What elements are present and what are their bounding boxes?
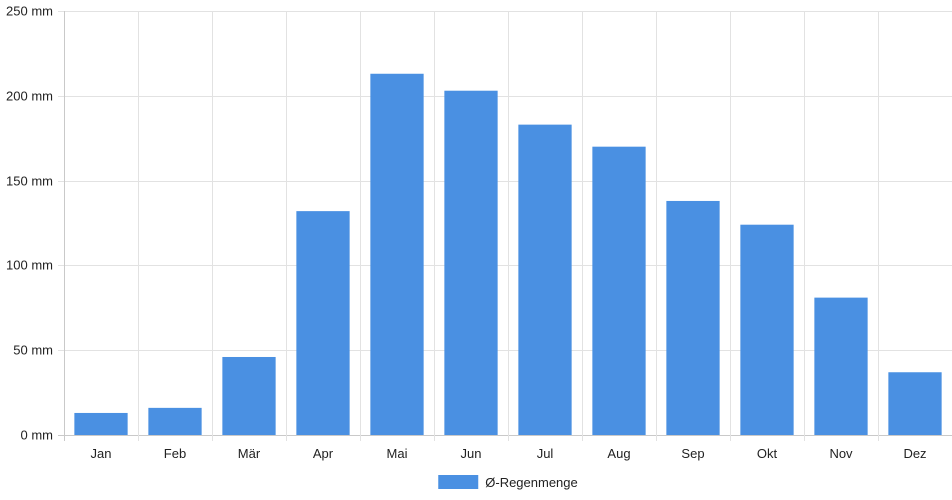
x-tick-label: Jul [537, 446, 554, 461]
bar-Aug[interactable] [592, 146, 646, 435]
legend-swatch[interactable] [438, 475, 479, 489]
bar-Nov[interactable] [814, 297, 868, 435]
x-tick-label: Apr [313, 446, 334, 461]
x-tick-label: Mai [387, 446, 408, 461]
legend-label[interactable]: Ø-Regenmenge [485, 475, 578, 490]
y-tick-label: 250 mm [6, 4, 53, 19]
x-tick-label: Feb [164, 446, 186, 461]
x-tick-label: Nov [829, 446, 853, 461]
bar-Jun[interactable] [444, 90, 498, 435]
axes: 0 mm 50 mm 100 mm 150 mm 200 mm 250 mm Jan Feb M… [6, 4, 927, 462]
y-tick-label: 100 mm [6, 258, 53, 273]
bar-Mai[interactable] [370, 73, 424, 435]
x-tick-label: Aug [607, 446, 630, 461]
x-tick-label: Okt [757, 446, 778, 461]
bar-Mär[interactable] [222, 356, 276, 435]
x-tick-label: Jan [91, 446, 112, 461]
bar-Apr[interactable] [296, 211, 350, 435]
bar-Sep[interactable] [666, 200, 720, 435]
bar-Jan[interactable] [74, 412, 128, 435]
x-tick-label: Dez [903, 446, 926, 461]
bar-Okt[interactable] [740, 224, 794, 435]
x-tick-label: Jun [461, 446, 482, 461]
y-tick-label: 0 mm [21, 428, 54, 443]
y-tick-label: 200 mm [6, 89, 53, 104]
x-tick-label: Mär [238, 446, 261, 461]
grid [58, 11, 952, 441]
y-tick-label: 150 mm [6, 174, 53, 189]
bars [74, 73, 942, 435]
bar-Jul[interactable] [518, 124, 572, 435]
legend[interactable]: Ø-Regenmenge [438, 475, 578, 490]
x-tick-label: Sep [681, 446, 704, 461]
bar-Feb[interactable] [148, 407, 202, 435]
bar-Dez[interactable] [888, 372, 942, 435]
y-tick-label: 50 mm [13, 343, 53, 358]
